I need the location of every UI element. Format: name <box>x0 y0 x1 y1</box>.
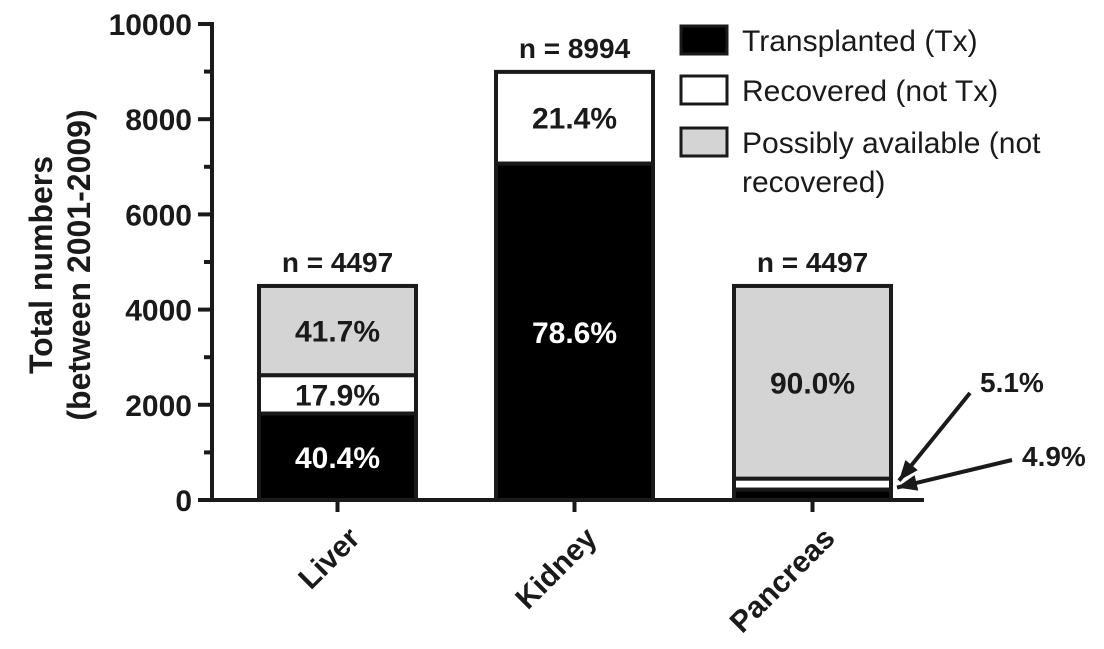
y-axis-title: Total numbers (between 2001-2009) <box>23 109 97 420</box>
bar-segment-label: 41.7% <box>295 316 380 349</box>
callout-label: 5.1% <box>980 367 1044 398</box>
bar-total-label: n = 4497 <box>282 247 393 278</box>
bar-total-label: n = 8994 <box>519 33 631 64</box>
y-axis: 0 2000 4000 6000 8000 10000 <box>109 9 214 518</box>
x-tick-label: Kidney <box>509 521 603 615</box>
y-axis-label-line1: Total numbers <box>23 156 59 374</box>
callouts: 5.1% 4.9% <box>896 367 1086 491</box>
y-axis-label-line2: (between 2001-2009) <box>61 109 97 420</box>
x-tick-label: Liver <box>292 521 366 595</box>
bar-segment-label: 21.4% <box>532 103 617 136</box>
bars <box>257 69 893 503</box>
y-tick-label: 2000 <box>125 390 192 423</box>
bar-segment-label: 40.4% <box>295 442 380 475</box>
bar-segment <box>257 283 418 378</box>
legend-label: Transplanted (Tx) <box>742 25 978 58</box>
bar-segment-label: 78.6% <box>532 317 617 350</box>
y-tick-label: 4000 <box>125 295 192 328</box>
legend-swatch <box>679 126 729 158</box>
y-tick-label: 0 <box>175 485 192 518</box>
legend-swatch <box>679 24 729 56</box>
bar-labels: 40.4% 17.9% 41.7% n = 4497 78.6% 21.4% n = 899… <box>282 33 868 475</box>
callout-arrowhead <box>899 460 918 481</box>
y-tick-label: 8000 <box>125 104 192 137</box>
y-tick-label: 10000 <box>109 9 192 42</box>
y-tick-label: 6000 <box>125 199 192 232</box>
callout-arrowhead <box>897 475 919 491</box>
legend-label-line2: recovered) <box>742 166 885 199</box>
bar-segment <box>257 411 418 502</box>
legend-label: Recovered (not Tx) <box>742 75 998 108</box>
bar-segment <box>494 69 655 166</box>
bar-segment <box>732 283 893 481</box>
bar-segment-label: 90.0% <box>770 367 855 400</box>
callout-label: 4.9% <box>1022 441 1086 472</box>
legend-label: Possibly available (not <box>742 127 1041 160</box>
x-axis: Liver Kidney Pancreas <box>212 498 924 640</box>
legend-swatch <box>679 74 729 106</box>
legend: Transplanted (Tx) Recovered (not Tx) Possi… <box>679 24 1041 199</box>
bar-segment <box>494 161 655 502</box>
bar-total-label: n = 4497 <box>757 247 868 278</box>
x-tick-label: Pancreas <box>724 522 842 640</box>
bar-segment-label: 17.9% <box>295 379 380 412</box>
